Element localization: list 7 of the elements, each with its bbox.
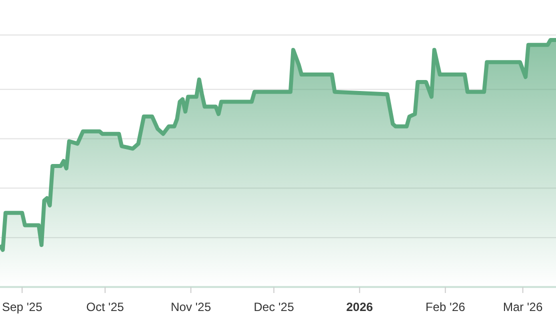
x-tick-label: Feb '26 [426,300,466,314]
x-tick-label: Sep '25 [2,300,43,314]
x-tick-label: Mar '26 [502,300,543,314]
x-tick-label: Oct '25 [86,300,124,314]
x-tick-label: 2026 [346,300,374,314]
x-tick-label: Nov '25 [170,300,212,314]
x-tick-label: Dec '25 [254,300,294,314]
